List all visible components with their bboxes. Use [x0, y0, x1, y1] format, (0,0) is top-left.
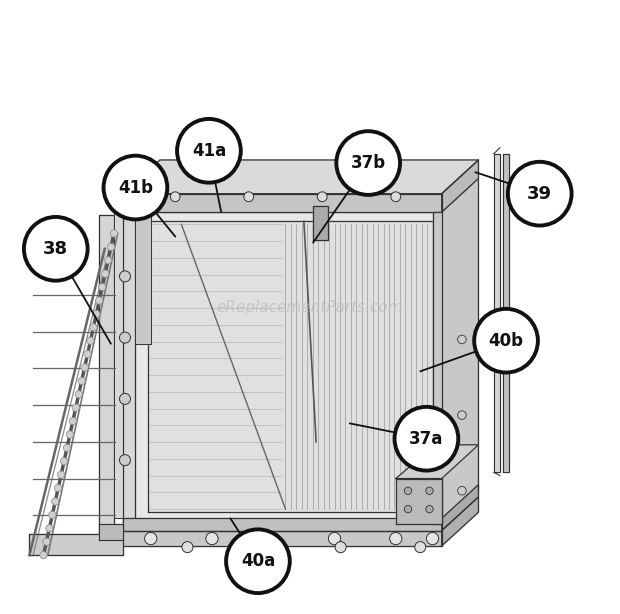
Circle shape [474, 309, 538, 373]
Circle shape [69, 418, 76, 425]
Circle shape [404, 487, 412, 494]
Circle shape [394, 407, 458, 470]
Polygon shape [123, 518, 441, 530]
Circle shape [81, 364, 88, 371]
Polygon shape [396, 445, 479, 478]
Circle shape [120, 394, 130, 405]
Circle shape [95, 297, 103, 304]
Circle shape [46, 524, 53, 532]
Circle shape [63, 444, 71, 451]
Circle shape [120, 454, 130, 465]
Circle shape [55, 484, 62, 492]
Circle shape [120, 271, 130, 282]
Text: 37b: 37b [351, 154, 386, 172]
Polygon shape [313, 206, 329, 239]
Text: 39: 39 [527, 185, 552, 203]
Circle shape [426, 487, 433, 494]
Polygon shape [441, 484, 479, 530]
Circle shape [78, 377, 86, 384]
Circle shape [72, 404, 79, 411]
Circle shape [182, 542, 193, 553]
Polygon shape [99, 530, 441, 546]
Circle shape [508, 162, 572, 225]
Circle shape [107, 243, 115, 251]
Circle shape [329, 532, 340, 545]
Polygon shape [441, 160, 479, 212]
Circle shape [336, 131, 400, 195]
Circle shape [170, 192, 180, 201]
Circle shape [24, 217, 87, 281]
Text: 40a: 40a [241, 552, 275, 570]
Circle shape [415, 542, 426, 553]
Circle shape [58, 471, 65, 478]
Circle shape [206, 532, 218, 545]
Circle shape [43, 538, 50, 545]
Circle shape [84, 351, 91, 358]
Circle shape [458, 335, 466, 344]
Circle shape [389, 532, 402, 545]
Circle shape [90, 324, 97, 331]
Text: eReplacementParts.com: eReplacementParts.com [216, 300, 404, 314]
Circle shape [335, 542, 346, 553]
Polygon shape [503, 154, 509, 472]
Circle shape [51, 498, 59, 505]
Circle shape [458, 486, 466, 495]
Circle shape [426, 505, 433, 513]
Text: 41a: 41a [192, 142, 226, 160]
Circle shape [404, 505, 412, 513]
Polygon shape [494, 154, 500, 472]
Circle shape [317, 192, 327, 201]
Circle shape [40, 551, 47, 559]
Polygon shape [441, 497, 479, 546]
Circle shape [177, 119, 241, 182]
Circle shape [48, 511, 56, 519]
Circle shape [226, 529, 290, 593]
Text: 37a: 37a [409, 430, 443, 448]
Circle shape [244, 192, 254, 201]
Circle shape [87, 337, 94, 344]
Circle shape [99, 284, 106, 291]
Circle shape [427, 532, 438, 545]
Circle shape [104, 257, 112, 264]
Polygon shape [123, 160, 479, 193]
Circle shape [110, 230, 118, 237]
Polygon shape [29, 534, 123, 555]
Circle shape [104, 156, 167, 219]
Polygon shape [148, 221, 433, 512]
Circle shape [102, 270, 109, 278]
Polygon shape [396, 478, 441, 524]
Polygon shape [123, 178, 479, 212]
Circle shape [60, 457, 68, 465]
Circle shape [92, 310, 100, 317]
Polygon shape [99, 524, 123, 540]
Circle shape [66, 431, 74, 438]
Polygon shape [135, 212, 151, 344]
Circle shape [144, 532, 157, 545]
Circle shape [120, 332, 130, 343]
Polygon shape [114, 212, 135, 518]
Polygon shape [123, 193, 441, 212]
Circle shape [391, 192, 401, 201]
Text: 38: 38 [43, 240, 68, 258]
Polygon shape [433, 212, 441, 524]
Polygon shape [441, 178, 479, 524]
Polygon shape [123, 212, 441, 524]
Polygon shape [123, 212, 135, 524]
Text: 41b: 41b [118, 179, 153, 196]
Text: 40b: 40b [489, 332, 523, 350]
Circle shape [458, 411, 466, 419]
Circle shape [75, 391, 82, 398]
Circle shape [267, 532, 280, 545]
Polygon shape [99, 215, 114, 540]
